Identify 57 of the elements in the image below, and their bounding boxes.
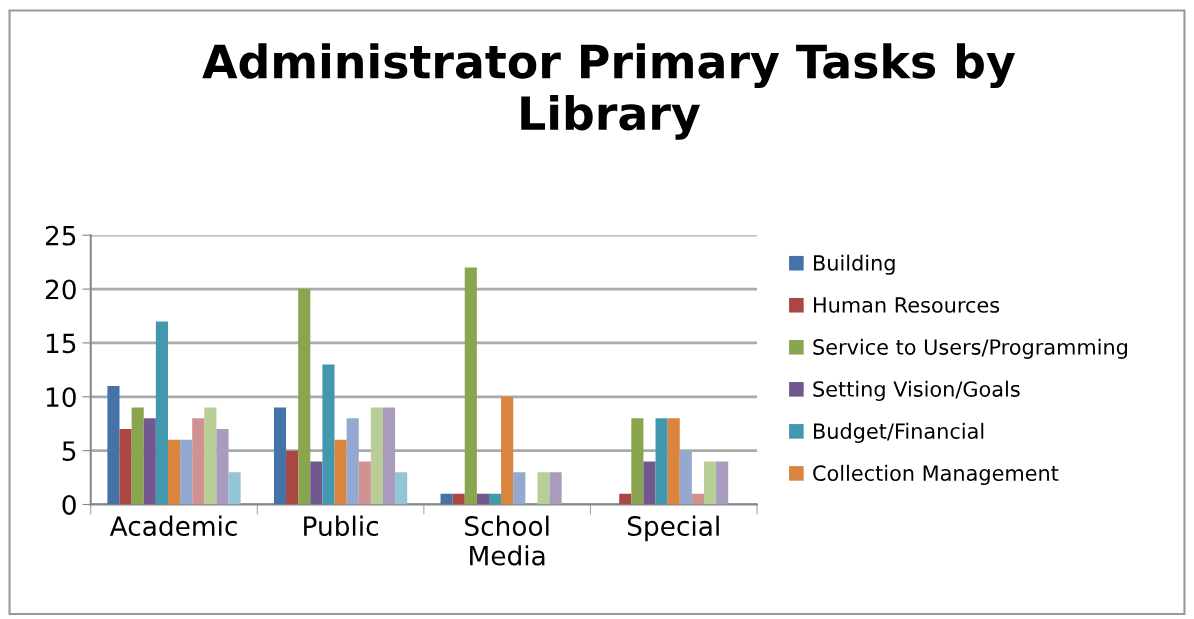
bar [216, 429, 229, 505]
bar [298, 289, 311, 505]
legend-label: Building [814, 254, 895, 275]
bar [440, 493, 453, 505]
bar [346, 418, 359, 505]
bar [691, 493, 704, 505]
bar [452, 493, 465, 505]
bar [107, 386, 120, 505]
bar [655, 418, 668, 505]
x-tick-label: Academic [109, 515, 237, 537]
bar [382, 407, 396, 505]
bar [501, 396, 514, 505]
y-tick-label: 0 [62, 494, 76, 515]
bar [119, 429, 132, 505]
bar [180, 439, 193, 505]
bar [476, 493, 489, 505]
x-tick-label: Public [304, 515, 378, 537]
bar [358, 461, 371, 505]
bar [310, 461, 323, 505]
legend-label: Human Resources [814, 297, 1000, 313]
y-tick-label: 25 [45, 225, 76, 246]
y-tick-label: 20 [45, 279, 76, 300]
legend-label: Setting Vision/Goals [813, 380, 1020, 401]
x-tick-label: Special [627, 515, 719, 542]
bar [395, 472, 408, 505]
bar [155, 321, 168, 505]
bar [716, 461, 729, 505]
x-tick-label: School Media [465, 515, 549, 566]
bar [131, 407, 144, 505]
bar [464, 267, 477, 505]
y-tick-label: 15 [46, 333, 76, 354]
bar [167, 439, 181, 505]
legend-label: Collection Management [813, 464, 1059, 486]
bar [192, 418, 205, 505]
bar [513, 472, 526, 505]
bar [679, 450, 692, 505]
bar [631, 418, 644, 505]
bar [228, 472, 241, 505]
bar [370, 407, 383, 505]
bar [667, 418, 680, 505]
bar [143, 418, 156, 505]
legend-label: Service to Users/Programming [813, 338, 1128, 359]
bar [704, 461, 717, 505]
y-tick-label: 10 [46, 387, 76, 408]
bar [334, 439, 347, 505]
bar [488, 493, 502, 505]
bar [322, 364, 335, 505]
legend-label: Budget/Financial [814, 422, 984, 443]
bar [273, 407, 287, 505]
chart-title: Administrator Primary Tasks by Library [202, 43, 1015, 140]
bar [643, 461, 656, 505]
bar [537, 472, 550, 505]
bar [619, 493, 632, 505]
bar [286, 450, 299, 505]
bar [549, 472, 562, 505]
bar [204, 407, 217, 505]
y-tick-label: 5 [62, 441, 76, 462]
